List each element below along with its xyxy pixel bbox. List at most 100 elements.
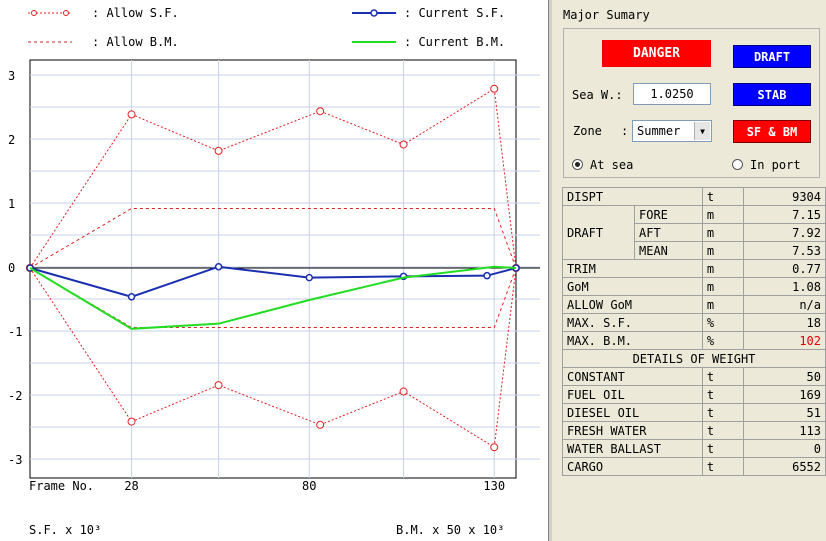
y-tick-label: -3: [8, 453, 22, 467]
legend-current-bm: : Current B.M.: [352, 35, 505, 49]
allow-bm-legend-icon: [28, 41, 72, 43]
row-value: 0.77: [743, 259, 826, 278]
row-name: MAX. S.F.: [562, 313, 703, 332]
x-tick-label: 28: [124, 479, 138, 493]
bm-scale-label: B.M. x 50 x 10³: [396, 523, 505, 537]
max-bm-value: 102: [743, 331, 826, 350]
table-row: DISPT t 9304: [562, 187, 826, 206]
data-point-allow-s-f: [316, 107, 325, 116]
table-row: GoM m 1.08: [562, 277, 826, 296]
table-row: CARGO t 6552: [562, 457, 826, 476]
data-point-allow-s-f: [127, 417, 136, 426]
control-group-box: [563, 28, 820, 178]
allow-sf-legend-icon: [28, 10, 72, 16]
series-line-current-s-f: [29, 265, 517, 298]
table-row: CONSTANT t 50: [562, 367, 826, 386]
strength-plot: 3 2 1 0 -1 -2 -3 28 80 130: [8, 59, 540, 493]
table-row: ALLOW GoM m n/a: [562, 295, 826, 314]
row-unit: m: [701, 277, 745, 296]
data-point-current-s-f: [127, 293, 136, 301]
y-tick-label: -2: [8, 389, 22, 403]
data-point-allow-s-f: [399, 387, 408, 396]
table-row: FRESH WATER t 113: [562, 421, 826, 440]
data-point-current-s-f: [305, 273, 314, 282]
series-line-allow-s-f: [29, 267, 517, 449]
draft-button[interactable]: DRAFT: [733, 45, 811, 68]
zone-colon: :: [621, 124, 629, 138]
row-unit: %: [701, 313, 745, 332]
zone-label: Zone: [573, 124, 602, 138]
row-name: WATER BALLAST: [562, 439, 703, 458]
row-unit: m: [701, 205, 745, 224]
row-name: FUEL OIL: [562, 385, 703, 404]
frame-axis-label: Frame No.: [29, 479, 95, 493]
row-name: TRIM: [562, 259, 703, 278]
legend-current-bm-label: : Current B.M.: [404, 35, 506, 49]
row-unit: m: [701, 295, 745, 314]
table-row: MAX. B.M. % 102: [562, 331, 826, 350]
row-unit: t: [701, 367, 745, 386]
at-sea-radio[interactable]: [572, 159, 583, 170]
danger-indicator: DANGER: [602, 40, 711, 67]
in-port-label: In port: [750, 158, 801, 172]
data-point-allow-s-f: [214, 381, 223, 390]
legend-allow-bm-label: : Allow B.M.: [92, 35, 179, 49]
series-line-current-b-m: [29, 265, 517, 330]
y-tick-label: 1: [8, 197, 15, 211]
panel-splitter[interactable]: [548, 0, 552, 541]
summary-title: Major Sumary: [563, 8, 650, 22]
row-value: 7.92: [743, 223, 826, 242]
row-value: 0: [743, 439, 826, 458]
table-row: MAX. S.F. % 18: [562, 313, 826, 332]
stab-button[interactable]: STAB: [733, 83, 811, 106]
row-unit: t: [701, 421, 745, 440]
data-point-allow-s-f: [316, 420, 325, 429]
row-value: 18: [743, 313, 826, 332]
row-value: 169: [743, 385, 826, 404]
row-name: DIESEL OIL: [562, 403, 703, 422]
series-line-allow-s-f: [29, 87, 517, 269]
row-name: MAX. B.M.: [562, 331, 703, 350]
in-port-radio[interactable]: [732, 159, 743, 170]
table-row: DIESEL OIL t 51: [562, 403, 826, 422]
sea-water-density-input[interactable]: 1.0250: [633, 83, 711, 105]
data-point-allow-s-f: [214, 146, 223, 155]
row-unit: t: [701, 385, 745, 404]
at-sea-label: At sea: [590, 158, 634, 172]
row-name: CARGO: [562, 457, 703, 476]
row-value: 9304: [743, 187, 826, 206]
row-name: DISPT: [562, 187, 703, 206]
weight-section-header: DETAILS OF WEIGHT: [562, 349, 826, 368]
draft-sub: FORE: [634, 205, 703, 224]
row-unit: m: [701, 259, 745, 278]
row-unit: m: [701, 241, 745, 260]
legend-allow-bm: : Allow B.M.: [28, 35, 179, 49]
sf-scale-label: S.F. x 10³: [29, 523, 102, 537]
data-point-allow-s-f: [127, 110, 136, 119]
legend-allow-sf-label: : Allow S.F.: [92, 6, 179, 20]
zone-select[interactable]: Summer ▼: [632, 120, 712, 142]
row-unit: t: [701, 439, 745, 458]
chevron-down-icon[interactable]: ▼: [694, 122, 710, 140]
row-value: 50: [743, 367, 826, 386]
table-row: DRAFT FORE m 7.15: [562, 205, 826, 260]
data-point-current-s-f: [214, 262, 223, 271]
table-row: TRIM m 0.77: [562, 259, 826, 278]
zone-select-value: Summer: [637, 124, 681, 138]
sf-bm-button[interactable]: SF & BM: [733, 120, 811, 143]
row-unit: t: [701, 457, 745, 476]
y-tick-label: -1: [8, 325, 22, 339]
table-row: FUEL OIL t 169: [562, 385, 826, 404]
y-tick-label: 3: [8, 69, 15, 83]
table-row: WATER BALLAST t 0: [562, 439, 826, 458]
row-name: ALLOW GoM: [562, 295, 703, 314]
x-tick-label: 130: [483, 479, 505, 493]
summary-table: DISPT t 9304 DRAFT FORE m 7.15 AFT m 7.9…: [562, 187, 826, 476]
legend-current-sf-label: : Current S.F.: [404, 6, 506, 20]
draft-sub: MEAN: [634, 241, 703, 260]
row-value: 7.53: [743, 241, 826, 260]
row-name: GoM: [562, 277, 703, 296]
table-row: AFT m 7.92: [563, 223, 826, 242]
row-value: 7.15: [743, 205, 826, 224]
x-tick-label: 80: [302, 479, 316, 493]
